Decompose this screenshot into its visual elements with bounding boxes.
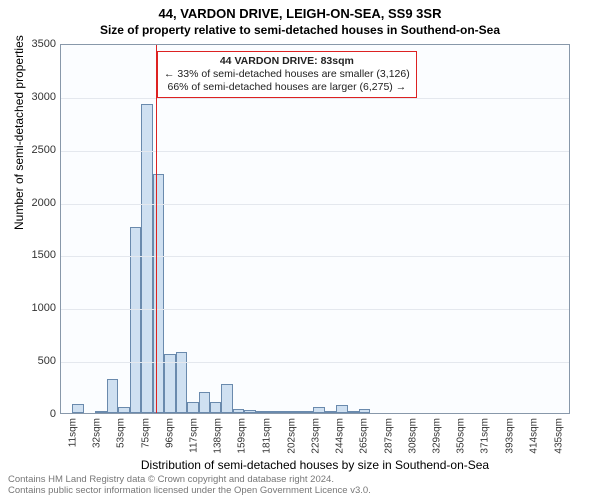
histogram-bar [221,384,232,413]
annotation-line3: 66% of semi-detached houses are larger (… [164,81,410,94]
histogram-bar [336,405,347,413]
x-tick-label: 202sqm [286,418,297,454]
x-tick-label: 435sqm [553,418,564,454]
chart-container: 44, VARDON DRIVE, LEIGH-ON-SEA, SS9 3SR … [0,0,600,500]
x-tick-label: 159sqm [237,418,248,454]
x-tick-label: 117sqm [189,418,200,453]
histogram-bar [290,411,301,413]
y-tick-label: 2500 [6,144,56,156]
annotation-line1: 44 VARDON DRIVE: 83sqm [164,55,410,68]
x-tick-label: 265sqm [358,418,369,454]
footnote-line2: Contains public sector information licen… [8,486,371,497]
histogram-bar [153,174,164,413]
histogram-bar [233,409,244,413]
annotation-box: 44 VARDON DRIVE: 83sqm ← 33% of semi-det… [157,51,417,98]
gridline [61,309,569,310]
histogram-bar [107,379,118,413]
histogram-bar [348,411,359,413]
gridline [61,204,569,205]
x-tick-label: 308sqm [407,418,418,454]
page-title-line2: Size of property relative to semi-detach… [0,21,600,39]
x-tick-label: 181sqm [262,418,273,454]
histogram-bar [176,352,187,413]
histogram-bar [72,404,83,414]
histogram-bar [279,411,290,413]
x-tick-label: 223sqm [310,418,321,454]
histogram-bar [130,227,141,413]
histogram-bar [302,411,313,413]
x-tick-label: 287sqm [383,418,394,454]
y-tick-label: 1500 [6,249,56,261]
histogram-bar [187,402,198,413]
bars-layer [61,45,569,413]
histogram-bar [256,411,267,413]
histogram-bar [199,392,210,413]
footnote: Contains HM Land Registry data © Crown c… [8,475,371,497]
marker-line [156,45,157,413]
y-tick-label: 500 [6,355,56,367]
histogram-bar [118,407,129,413]
plot-area: 44 VARDON DRIVE: 83sqm ← 33% of semi-det… [60,44,570,414]
x-tick-label: 96sqm [165,418,176,448]
x-tick-label: 329sqm [432,418,443,454]
y-tick-label: 1000 [6,302,56,314]
x-tick-label: 11sqm [67,418,78,447]
histogram-bar [267,411,278,413]
x-tick-label: 244sqm [334,418,345,454]
x-tick-label: 393sqm [505,418,516,454]
y-tick-label: 3500 [6,38,56,50]
gridline [61,151,569,152]
histogram-bar [325,411,336,413]
y-tick-label: 3000 [6,91,56,103]
histogram-bar [95,411,106,413]
x-tick-label: 32sqm [91,418,102,448]
x-tick-label: 75sqm [140,418,151,448]
x-tick-label: 53sqm [115,418,126,448]
y-tick-label: 2000 [6,197,56,209]
x-tick-label: 350sqm [456,418,467,454]
x-axis-title: Distribution of semi-detached houses by … [60,458,570,472]
x-tick-label: 371sqm [480,418,491,454]
x-tick-label: 138sqm [213,418,224,454]
annotation-line2: ← 33% of semi-detached houses are smalle… [164,68,410,81]
gridline [61,256,569,257]
y-tick-label: 0 [6,408,56,420]
page-title-line1: 44, VARDON DRIVE, LEIGH-ON-SEA, SS9 3SR [0,0,600,21]
histogram-bar [359,409,370,413]
x-tick-label: 414sqm [529,418,540,454]
histogram-bar [244,410,255,413]
gridline [61,362,569,363]
histogram-bar [313,407,324,413]
histogram-bar [210,402,221,413]
